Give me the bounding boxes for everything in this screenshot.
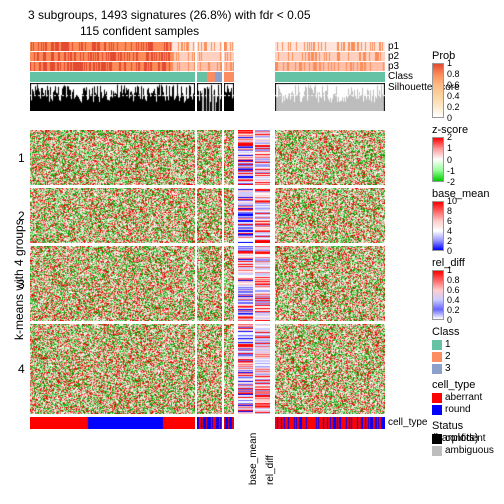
column-label: rel_diff xyxy=(265,455,276,485)
legend-gradient xyxy=(432,63,444,118)
legend-item: aberrant xyxy=(432,392,482,403)
legend-title: Class xyxy=(432,326,460,338)
group-label: 3 xyxy=(18,277,25,291)
legend-item: 1 xyxy=(432,339,451,350)
legend-item: ambiguous xyxy=(432,445,494,456)
legend-title: base_mean xyxy=(432,188,490,200)
legend-item: 2 xyxy=(432,351,451,362)
legend-item: 3 xyxy=(432,363,451,374)
plot-title: 3 subgroups, 1493 signatures (26.8%) wit… xyxy=(28,8,311,22)
group-label: 2 xyxy=(18,209,25,223)
legend-gradient xyxy=(432,270,444,320)
plot-subtitle: 115 confident samples xyxy=(80,24,199,38)
legend-gradient xyxy=(432,137,444,182)
legend-item: round xyxy=(432,404,471,415)
group-label: 1 xyxy=(18,151,25,165)
legend-title: cell_type xyxy=(432,379,475,391)
column-label: base_mean xyxy=(248,433,259,485)
legend-item: confident xyxy=(432,433,486,444)
bottom-track-label: cell_type xyxy=(388,417,427,428)
group-label: 4 xyxy=(18,362,25,376)
track-label: Class xyxy=(388,71,413,82)
legend-gradient xyxy=(432,201,444,251)
